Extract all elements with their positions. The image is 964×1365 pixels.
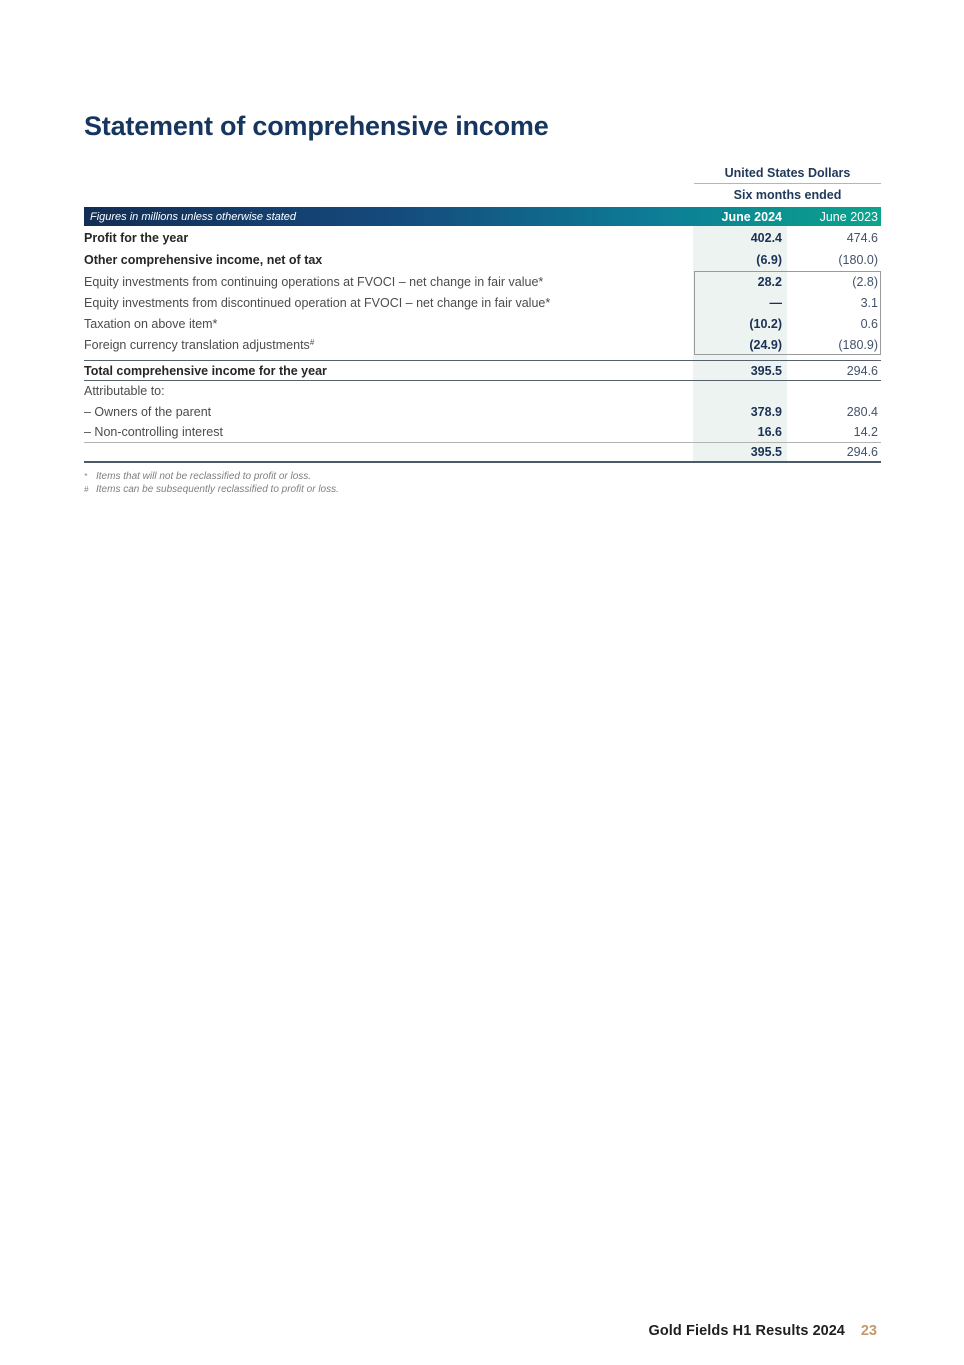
value-jun2024 xyxy=(693,380,787,402)
value-jun2023: (180.0) xyxy=(838,253,878,268)
value-jun2024: 16.6 xyxy=(693,422,787,443)
figures-note: Figures in millions unless otherwise sta… xyxy=(90,210,297,223)
table-row-attributable-to: Attributable to: xyxy=(84,380,881,402)
footnotes: * Items that will not be reclassified to… xyxy=(84,470,881,496)
income-statement-table: Profit for the year 402.4 474.6 Other co… xyxy=(84,226,881,464)
value-jun2023: 3.1 xyxy=(860,295,878,310)
table-row-total-comprehensive-income: Total comprehensive income for the year … xyxy=(84,360,881,381)
row-label: Total comprehensive income for the year xyxy=(84,363,327,378)
value-jun2024: (24.9) xyxy=(693,334,787,356)
value-jun2024: 395.5 xyxy=(693,443,787,462)
table-row-non-controlling-interest: – Non-controlling interest 16.6 14.2 xyxy=(84,422,881,444)
table-row-owners-of-parent: – Owners of the parent 378.9 280.4 xyxy=(84,401,881,423)
row-label: Taxation on above item* xyxy=(84,316,218,331)
oci-components-group: Equity investments from continuing opera… xyxy=(84,271,881,356)
value-jun2023: 294.6 xyxy=(846,363,878,378)
column-header-block: United States Dollars Six months ended xyxy=(694,166,881,207)
table-row-attributable-total: 395.5 294.6 xyxy=(84,443,881,464)
value-jun2023: (2.8) xyxy=(852,274,878,289)
row-label: – Non-controlling interest xyxy=(84,425,223,440)
value-jun2023: 280.4 xyxy=(846,405,878,420)
currency-header: United States Dollars xyxy=(694,166,881,185)
content-area: Statement of comprehensive income United… xyxy=(84,0,881,496)
value-jun2024: — xyxy=(693,292,787,314)
period-header: Six months ended xyxy=(733,188,842,203)
column-header-june-2023: June 2023 xyxy=(819,209,878,224)
value-jun2023: 0.6 xyxy=(860,316,878,331)
row-label: Foreign currency translation adjustments… xyxy=(84,337,315,352)
table-row-oci-net-of-tax: Other comprehensive income, net of tax (… xyxy=(84,248,881,272)
spacer-row xyxy=(84,355,881,361)
table-row-taxation: Taxation on above item* (10.2) 0.6 xyxy=(84,313,881,335)
value-jun2023: (180.9) xyxy=(838,337,878,352)
table-row-fx-translation: Foreign currency translation adjustments… xyxy=(84,334,881,356)
footnote-marker: # xyxy=(309,337,315,347)
row-label: Equity investments from continuing opera… xyxy=(84,274,544,289)
row-label: – Owners of the parent xyxy=(84,405,212,420)
value-jun2023: 474.6 xyxy=(846,230,878,245)
row-label: Profit for the year xyxy=(84,230,189,245)
value-jun2024: 395.5 xyxy=(693,361,787,380)
row-label: Other comprehensive income, net of tax xyxy=(84,253,323,268)
page-title: Statement of comprehensive income xyxy=(84,111,549,141)
footnote-reclassified: * Items that will not be reclassified to… xyxy=(84,470,881,483)
footer-brand: Gold Fields H1 Results xyxy=(648,1323,809,1339)
footnote-marker: * xyxy=(84,472,88,482)
page-number: 23 xyxy=(860,1323,877,1339)
value-jun2023: 294.6 xyxy=(846,445,878,460)
value-jun2024: 28.2 xyxy=(693,271,787,293)
footnote-subsequently-reclassified: # Items can be subsequently reclassified… xyxy=(84,483,881,496)
table-row-equity-continuing: Equity investments from continuing opera… xyxy=(84,271,881,293)
row-label: Attributable to: xyxy=(84,384,165,399)
value-jun2024: 402.4 xyxy=(693,226,787,249)
footnote-text: Items can be subsequently reclassified t… xyxy=(96,484,339,496)
row-label: Equity investments from discontinued ope… xyxy=(84,295,551,310)
value-jun2024: (10.2) xyxy=(693,313,787,335)
value-jun2023 xyxy=(787,381,881,402)
footnote-marker: # xyxy=(84,485,89,495)
footnote-text: Items that will not be reclassified to p… xyxy=(96,471,312,483)
column-header-june-2024: June 2024 xyxy=(721,209,782,224)
value-jun2024: 378.9 xyxy=(693,401,787,423)
table-row-profit: Profit for the year 402.4 474.6 xyxy=(84,226,881,249)
row-label xyxy=(84,443,693,461)
footer-year: 2024 xyxy=(812,1323,845,1339)
value-jun2024: (6.9) xyxy=(693,248,787,272)
table-row-equity-discontinued: Equity investments from discontinued ope… xyxy=(84,292,881,314)
page-footer: Gold Fields H1 Results 2024 23 xyxy=(648,1323,877,1339)
value-jun2023: 14.2 xyxy=(853,425,878,440)
table-header-bar: Figures in millions unless otherwise sta… xyxy=(84,207,881,227)
